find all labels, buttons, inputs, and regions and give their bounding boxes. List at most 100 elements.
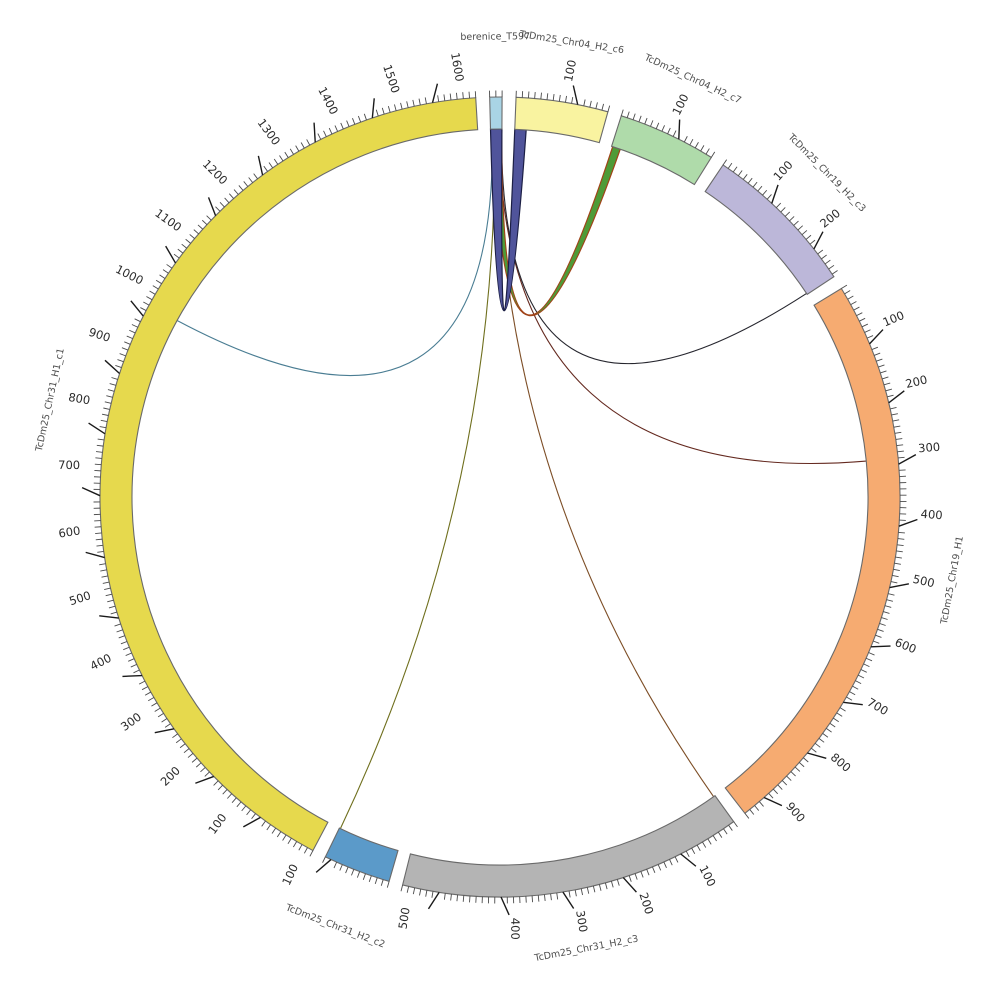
minor-tick — [728, 824, 733, 831]
minor-tick — [449, 93, 452, 101]
minor-tick — [841, 284, 848, 289]
minor-tick — [540, 92, 542, 100]
major-tick — [680, 853, 697, 867]
minor-tick — [172, 733, 178, 739]
tick-label: 500 — [67, 588, 92, 608]
major-tick — [870, 645, 891, 648]
minor-tick — [628, 875, 632, 882]
segment-band-TcDm25_Chr04_H2_c7 — [610, 115, 713, 186]
segment-label-TcDm25_Chr31_H2_c3: TcDm25_Chr31_H2_c3 — [533, 934, 640, 965]
minor-tick — [204, 771, 210, 777]
minor-tick — [164, 723, 171, 728]
link-line-berenice_T597-to-TcDm25_Chr19_H2_c3 — [500, 128, 807, 365]
minor-tick — [282, 834, 287, 841]
minor-tick — [346, 120, 350, 127]
tick-group-TcDm25_Chr31_H1_c1 — [81, 83, 477, 857]
minor-tick — [853, 306, 860, 311]
minor-tick — [231, 797, 237, 803]
minor-tick — [108, 605, 116, 609]
minor-tick — [443, 94, 446, 101]
minor-tick — [655, 122, 660, 129]
minor-tick — [183, 748, 190, 754]
tick-label: 600 — [893, 635, 919, 656]
segment-label-berenice_T597: berenice_T597 — [460, 31, 530, 43]
tick-label: 1100 — [152, 206, 184, 234]
minor-tick — [811, 747, 817, 753]
minor-tick — [652, 866, 656, 874]
minor-tick — [822, 733, 829, 738]
minor-tick — [893, 425, 901, 428]
tick-label: 300 — [573, 909, 590, 933]
minor-tick — [890, 581, 898, 584]
major-tick — [165, 245, 177, 264]
minor-tick — [187, 753, 194, 758]
minor-tick — [130, 663, 137, 668]
minor-tick — [723, 828, 728, 835]
minor-tick — [185, 238, 191, 244]
minor-tick — [638, 115, 642, 123]
minor-tick — [694, 142, 699, 149]
minor-tick — [829, 722, 836, 728]
minor-tick — [94, 463, 102, 466]
minor-tick — [672, 130, 677, 137]
minor-tick — [824, 259, 831, 265]
minor-tick — [109, 383, 117, 386]
minor-tick — [97, 551, 104, 553]
minor-tick — [351, 869, 355, 876]
minor-tick — [861, 323, 869, 328]
minor-tick — [737, 170, 743, 176]
minor-tick — [805, 234, 812, 240]
minor-tick — [722, 159, 728, 166]
minor-tick — [116, 629, 123, 633]
minor-tick — [328, 127, 333, 135]
minor-tick — [241, 805, 247, 812]
tick-group-TcDm25_Chr04_H2_c6 — [515, 85, 611, 112]
minor-tick — [322, 856, 326, 863]
minor-tick — [757, 185, 763, 192]
minor-tick — [589, 100, 592, 108]
minor-tick — [780, 207, 786, 213]
minor-tick — [295, 145, 300, 152]
minor-tick — [897, 450, 904, 453]
segment-label-TcDm25_Chr31_H1_c1: TcDm25_Chr31_H1_c1 — [34, 347, 67, 453]
minor-tick — [744, 813, 750, 819]
minor-tick — [268, 162, 274, 169]
minor-tick — [266, 824, 271, 831]
minor-tick — [868, 652, 875, 656]
minor-tick — [104, 401, 112, 404]
minor-tick — [261, 820, 266, 827]
minor-tick — [162, 269, 169, 274]
minor-tick — [797, 225, 804, 231]
minor-tick — [881, 617, 888, 620]
segment-band-TcDm25_Chr04_H2_c6 — [514, 96, 609, 144]
minor-tick — [875, 634, 882, 638]
minor-tick — [650, 120, 654, 127]
minor-tick — [126, 335, 133, 340]
minor-tick — [110, 611, 118, 615]
minor-tick — [882, 376, 889, 380]
minor-tick — [193, 229, 199, 235]
minor-tick — [733, 821, 738, 828]
minor-tick — [191, 757, 198, 763]
minor-tick — [143, 301, 150, 306]
major-tick — [807, 752, 827, 759]
minor-tick — [213, 780, 219, 786]
major-tick — [678, 119, 681, 140]
minor-tick — [289, 148, 294, 155]
minor-tick — [781, 780, 788, 786]
minor-tick — [179, 743, 186, 749]
minor-tick — [309, 850, 314, 857]
minor-tick — [107, 599, 114, 603]
minor-tick — [892, 574, 899, 578]
minor-tick — [700, 145, 705, 152]
minor-tick — [292, 841, 298, 848]
minor-tick — [161, 718, 168, 723]
minor-tick — [352, 118, 356, 125]
minor-tick — [381, 107, 385, 115]
minor-tick — [356, 871, 361, 878]
minor-tick — [634, 873, 638, 880]
minor-tick — [742, 174, 748, 180]
minor-tick — [531, 895, 534, 903]
minor-tick — [424, 97, 427, 104]
minor-tick — [123, 646, 130, 651]
